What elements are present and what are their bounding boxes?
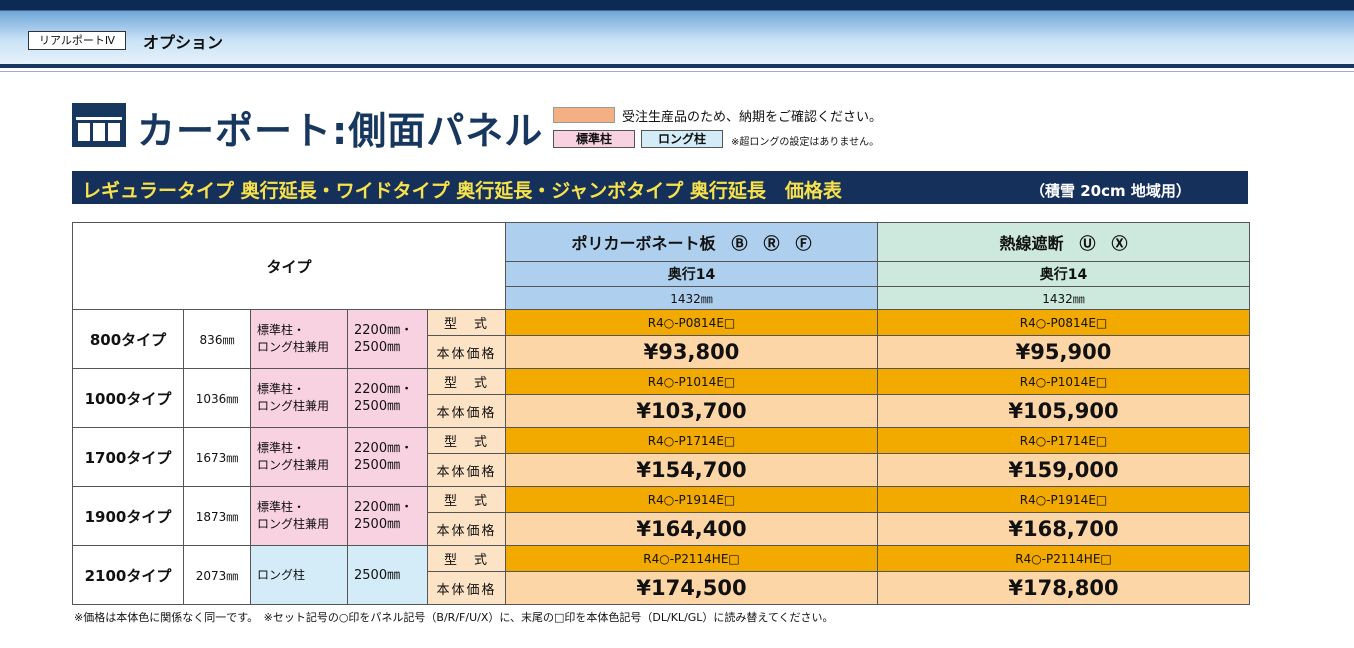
page-title: カーポート:側面パネル [137,109,544,153]
table-row: 本体価格 ¥164,400 ¥168,700 [73,512,1250,546]
price: ¥164,400 [505,512,878,546]
type-width: 1873㎜ [183,486,251,546]
section-label: オプション [143,33,224,52]
table-row: 1432㎜ 1432㎜ [73,286,1250,310]
material-header: 熱線遮断 Ⓤ Ⓧ [877,222,1250,262]
model-code: R4○-P0814E□ [505,309,878,336]
pillar: 標準柱・ ロング柱兼用 [250,486,348,546]
table-row: 本体価格 ¥93,800 ¥95,900 [73,335,1250,369]
model-code: R4○-P1014E□ [505,368,878,395]
type-width: 1036㎜ [183,368,251,428]
price: ¥159,000 [877,453,1250,487]
header-rule [0,64,1354,68]
model-code: R4○-P1914E□ [505,486,878,513]
depth-header: 奥行14 [877,261,1250,287]
depth-mm: 1432㎜ [877,286,1250,310]
depth-header: 奥行14 [505,261,878,287]
footnote: ※価格は本体色に関係なく同一です。 ※セット記号の○印をパネル記号（B/R/F/… [74,611,834,624]
legend-text: 受注生産品のため、納期をご確認ください。 [622,110,883,125]
price: ¥154,700 [505,453,878,487]
type-header: タイプ [72,222,506,310]
type-name: 2100タイプ [72,545,184,605]
table-row: 本体価格 ¥103,700 ¥105,900 [73,394,1250,428]
banner-subtitle: （積雪 20cm 地域用） [1030,182,1191,200]
price: ¥168,700 [877,512,1250,546]
pillar: 標準柱・ ロング柱兼用 [250,368,348,428]
height: 2500㎜ [347,545,428,605]
price-label: 本体価格 [427,335,506,369]
model-code: R4○-P1014E□ [877,368,1250,395]
legend-long: ロング柱 [641,130,723,148]
model-code: R4○-P2114HE□ [877,545,1250,572]
price: ¥93,800 [505,335,878,369]
table-row: 本体価格 ¥154,700 ¥159,000 [73,453,1250,487]
header-rule [0,71,1354,72]
table-row: 本体価格 ¥174,500 ¥178,800 [73,571,1250,605]
height: 2200㎜・ 2500㎜ [347,368,428,428]
pillar: ロング柱 [250,545,348,605]
price-label: 本体価格 [427,512,506,546]
header-band [0,0,1354,66]
model-code: R4○-P1914E□ [877,486,1250,513]
type-width: 1673㎜ [183,427,251,487]
price: ¥105,900 [877,394,1250,428]
carport-icon [72,103,126,147]
material-header: ポリカーボネート板 Ⓑ Ⓡ Ⓕ [505,222,878,262]
price-label: 本体価格 [427,453,506,487]
model-label: 型 式 [427,545,506,572]
table-row: タイプ ポリカーボネート板 Ⓑ Ⓡ Ⓕ 熱線遮断 Ⓤ Ⓧ [72,222,1250,310]
depth-mm: 1432㎜ [505,286,878,310]
type-name: 1700タイプ [72,427,184,487]
model-code: R4○-P1714E□ [505,427,878,454]
type-width: 836㎜ [183,309,251,369]
model-code: R4○-P1714E□ [877,427,1250,454]
price-label: 本体価格 [427,394,506,428]
price-table: タイプ ポリカーボネート板 Ⓑ Ⓡ Ⓕ 熱線遮断 Ⓤ Ⓧ 奥行14 奥行14 1432㎜ 1… [72,222,1250,605]
banner [72,171,1248,204]
height: 2200㎜・ 2500㎜ [347,309,428,369]
model-label: 型 式 [427,309,506,336]
model-label: 型 式 [427,486,506,513]
type-width: 2073㎜ [183,545,251,605]
model-label: 型 式 [427,427,506,454]
model-code: R4○-P0814E□ [877,309,1250,336]
price-label: 本体価格 [427,571,506,605]
price: ¥178,800 [877,571,1250,605]
pillar: 標準柱・ ロング柱兼用 [250,427,348,487]
legend-swatch [553,107,615,123]
height: 2200㎜・ 2500㎜ [347,427,428,487]
price: ¥103,700 [505,394,878,428]
legend-standard: 標準柱 [553,130,635,148]
price: ¥174,500 [505,571,878,605]
pillar: 標準柱・ ロング柱兼用 [250,309,348,369]
banner-title: レギュラータイプ 奥行延長・ワイドタイプ 奥行延長・ジャンボタイプ 奥行延長 価… [82,180,842,202]
product-label: リアルポートⅣ [28,31,126,50]
type-name: 800タイプ [72,309,184,369]
type-name: 1000タイプ [72,368,184,428]
type-name: 1900タイプ [72,486,184,546]
price: ¥95,900 [877,335,1250,369]
model-code: R4○-P2114HE□ [505,545,878,572]
height: 2200㎜・ 2500㎜ [347,486,428,546]
model-label: 型 式 [427,368,506,395]
legend-note: ※超ロングの設定はありません。 [731,137,880,148]
